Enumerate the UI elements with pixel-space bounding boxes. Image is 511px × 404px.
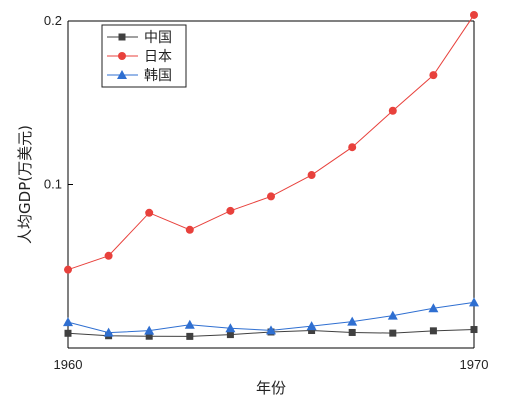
y-ticks: 0.1 0.2 [44,13,73,192]
data-point [226,206,235,215]
data-point [388,106,397,115]
data-point [185,225,194,234]
data-point [145,208,154,217]
data-point [64,329,72,337]
data-point [144,325,155,335]
data-point [306,321,317,331]
data-point [348,328,356,336]
data-point [267,192,275,201]
data-point [145,332,153,340]
data-point [184,319,195,329]
data-point [429,327,437,335]
data-point [266,325,276,335]
legend-label: 韩国 [144,68,172,84]
data-point [186,332,194,340]
data-point [226,331,234,339]
legend-label: 日本 [144,49,172,65]
data-point [470,326,478,334]
series-2 [63,297,479,337]
legend-item: 日本 [107,49,172,65]
x-axis-title: 年份 [256,379,286,397]
data-point [348,143,357,152]
legend-marker [118,33,126,41]
data-point [104,251,113,260]
data-point [389,329,397,337]
data-point [103,327,114,337]
x-ticks: 1960 1970 [54,343,489,372]
data-point [387,310,398,320]
legend-item: 韩国 [107,68,172,84]
data-point [470,10,478,19]
series-layer [63,10,479,340]
data-point [429,71,438,80]
data-point [428,303,439,313]
data-point [64,265,72,274]
data-point [225,323,236,333]
data-point [469,297,479,307]
data-point [307,171,316,180]
y-axis-title: 人均GDP(万美元) [16,125,34,244]
data-point [308,327,316,335]
data-point [347,316,358,326]
data-point [63,317,73,327]
x-tick-label: 1970 [460,357,489,372]
legend-item: 中国 [107,30,172,46]
legend-marker [118,52,126,60]
legend-marker [117,70,127,79]
legend-label: 中国 [144,30,172,46]
x-tick-label: 1960 [54,357,83,372]
y-tick-label: 0.2 [44,13,62,28]
y-tick-label: 0.1 [44,177,62,192]
series-1 [64,10,478,274]
